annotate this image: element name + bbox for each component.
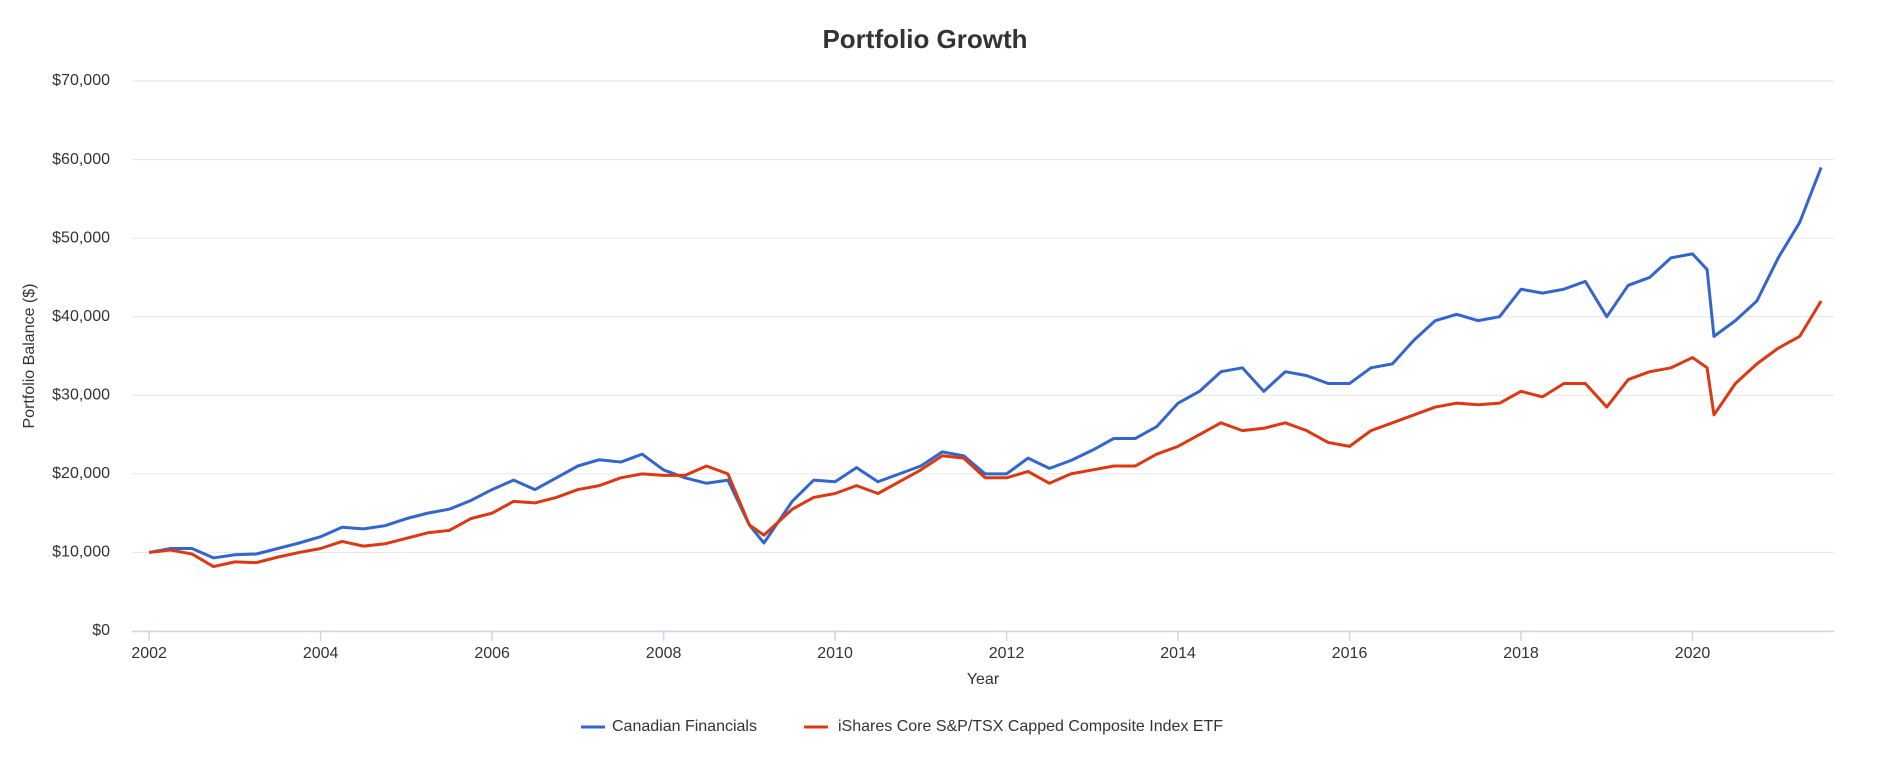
x-tick-label: 2002 bbox=[131, 645, 167, 662]
y-tick-label: $70,000 bbox=[52, 72, 110, 89]
series-line bbox=[148, 300, 1823, 569]
legend-label: Canadian Financials bbox=[612, 718, 757, 735]
x-tick-label: 2006 bbox=[474, 645, 510, 662]
x-tick-label: 2020 bbox=[1675, 645, 1711, 662]
x-tick-label: 2004 bbox=[303, 645, 339, 662]
x-tick-label: 2012 bbox=[989, 645, 1025, 662]
y-tick-label: $30,000 bbox=[52, 387, 110, 404]
y-tick-label: $10,000 bbox=[52, 544, 110, 561]
series-line bbox=[148, 166, 1823, 560]
x-tick-label: 2018 bbox=[1503, 645, 1539, 662]
y-tick-label: $40,000 bbox=[52, 308, 110, 325]
x-tick-label: 2010 bbox=[817, 645, 853, 662]
x-tick-label: 2016 bbox=[1332, 645, 1368, 662]
y-tick-label: $0 bbox=[92, 622, 110, 639]
x-tick-label: 2008 bbox=[646, 645, 682, 662]
x-tick-label: 2014 bbox=[1160, 645, 1196, 662]
legend-label: iShares Core S&P/TSX Capped Composite In… bbox=[838, 718, 1223, 735]
y-tick-label: $50,000 bbox=[52, 229, 110, 246]
y-axis-label: Portfolio Balance ($) bbox=[21, 284, 38, 429]
y-tick-label: $20,000 bbox=[52, 465, 110, 482]
y-tick-label: $60,000 bbox=[52, 151, 110, 168]
x-axis-label: Year bbox=[967, 671, 1000, 688]
chart-title: Portfolio Growth bbox=[822, 24, 1027, 54]
